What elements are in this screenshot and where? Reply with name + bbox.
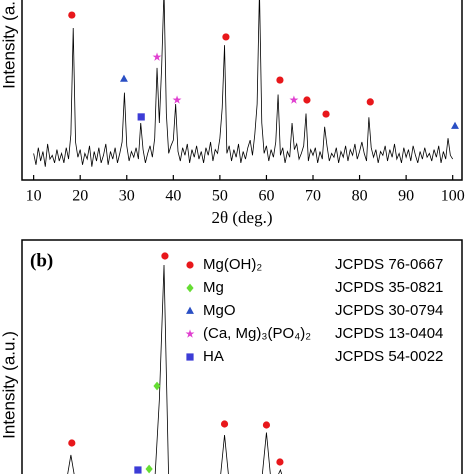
legend-reference: JCPDS 13-0404 <box>335 325 443 342</box>
phase-marker <box>366 98 374 106</box>
phase-marker <box>289 95 299 104</box>
x-tick-label: 80 <box>352 188 368 205</box>
legend-label: Mg(OH)₂ <box>203 256 262 273</box>
phase-marker <box>276 76 284 84</box>
phase-marker <box>134 466 142 474</box>
x-tick-label: 40 <box>165 188 181 205</box>
phase-marker <box>172 95 182 104</box>
x-tick-label: 60 <box>258 188 274 205</box>
legend-symbol <box>186 283 194 293</box>
x-axis-label: 2θ (deg.) <box>211 208 272 227</box>
phase-marker <box>222 33 230 41</box>
phase-marker <box>68 439 76 447</box>
legend-label: (Ca, Mg)₃(PO₄)₂ <box>203 325 311 342</box>
legend-label: Mg <box>203 279 224 296</box>
x-tick-label: 50 <box>212 188 228 205</box>
legend-symbol <box>186 306 194 314</box>
phase-marker <box>220 420 229 428</box>
phase-marker <box>276 458 284 466</box>
legend-symbol <box>185 329 195 338</box>
phase-marker <box>68 11 76 19</box>
phase-marker <box>137 113 145 121</box>
x-tick-label: 30 <box>119 188 135 205</box>
panel-label: (b) <box>30 250 53 271</box>
legend-reference: JCPDS 35-0821 <box>335 279 443 296</box>
legend-reference: JCPDS 54-0022 <box>335 348 443 365</box>
phase-marker <box>152 52 162 61</box>
y-axis-label: Intensity (a.u.) <box>0 331 18 439</box>
phase-marker <box>262 421 271 429</box>
phase-marker <box>120 74 128 82</box>
phase-marker <box>153 381 161 391</box>
xrd-pattern <box>67 264 283 474</box>
x-tick-label: 10 <box>26 188 42 205</box>
phase-marker <box>161 252 169 260</box>
x-tick-label: 100 <box>441 188 465 205</box>
legend-reference: JCPDS 30-0794 <box>335 302 443 319</box>
x-tick-label: 20 <box>72 188 88 205</box>
plot-frame <box>21 0 463 181</box>
legend-symbol <box>186 353 194 361</box>
plot-frame <box>21 239 463 474</box>
xrd-pattern <box>33 0 454 167</box>
phase-marker <box>451 121 459 129</box>
legend-symbol <box>186 261 194 269</box>
x-tick-label: 70 <box>305 188 321 205</box>
y-axis-label: Intensity (a.u.) <box>0 0 18 89</box>
x-tick-label: 90 <box>398 188 414 205</box>
phase-marker <box>303 96 311 104</box>
phase-marker <box>322 110 330 118</box>
legend-reference: JCPDS 76-0667 <box>335 256 443 273</box>
legend-label: HA <box>203 348 224 365</box>
phase-marker <box>145 464 153 474</box>
legend-label: MgO <box>203 302 236 319</box>
